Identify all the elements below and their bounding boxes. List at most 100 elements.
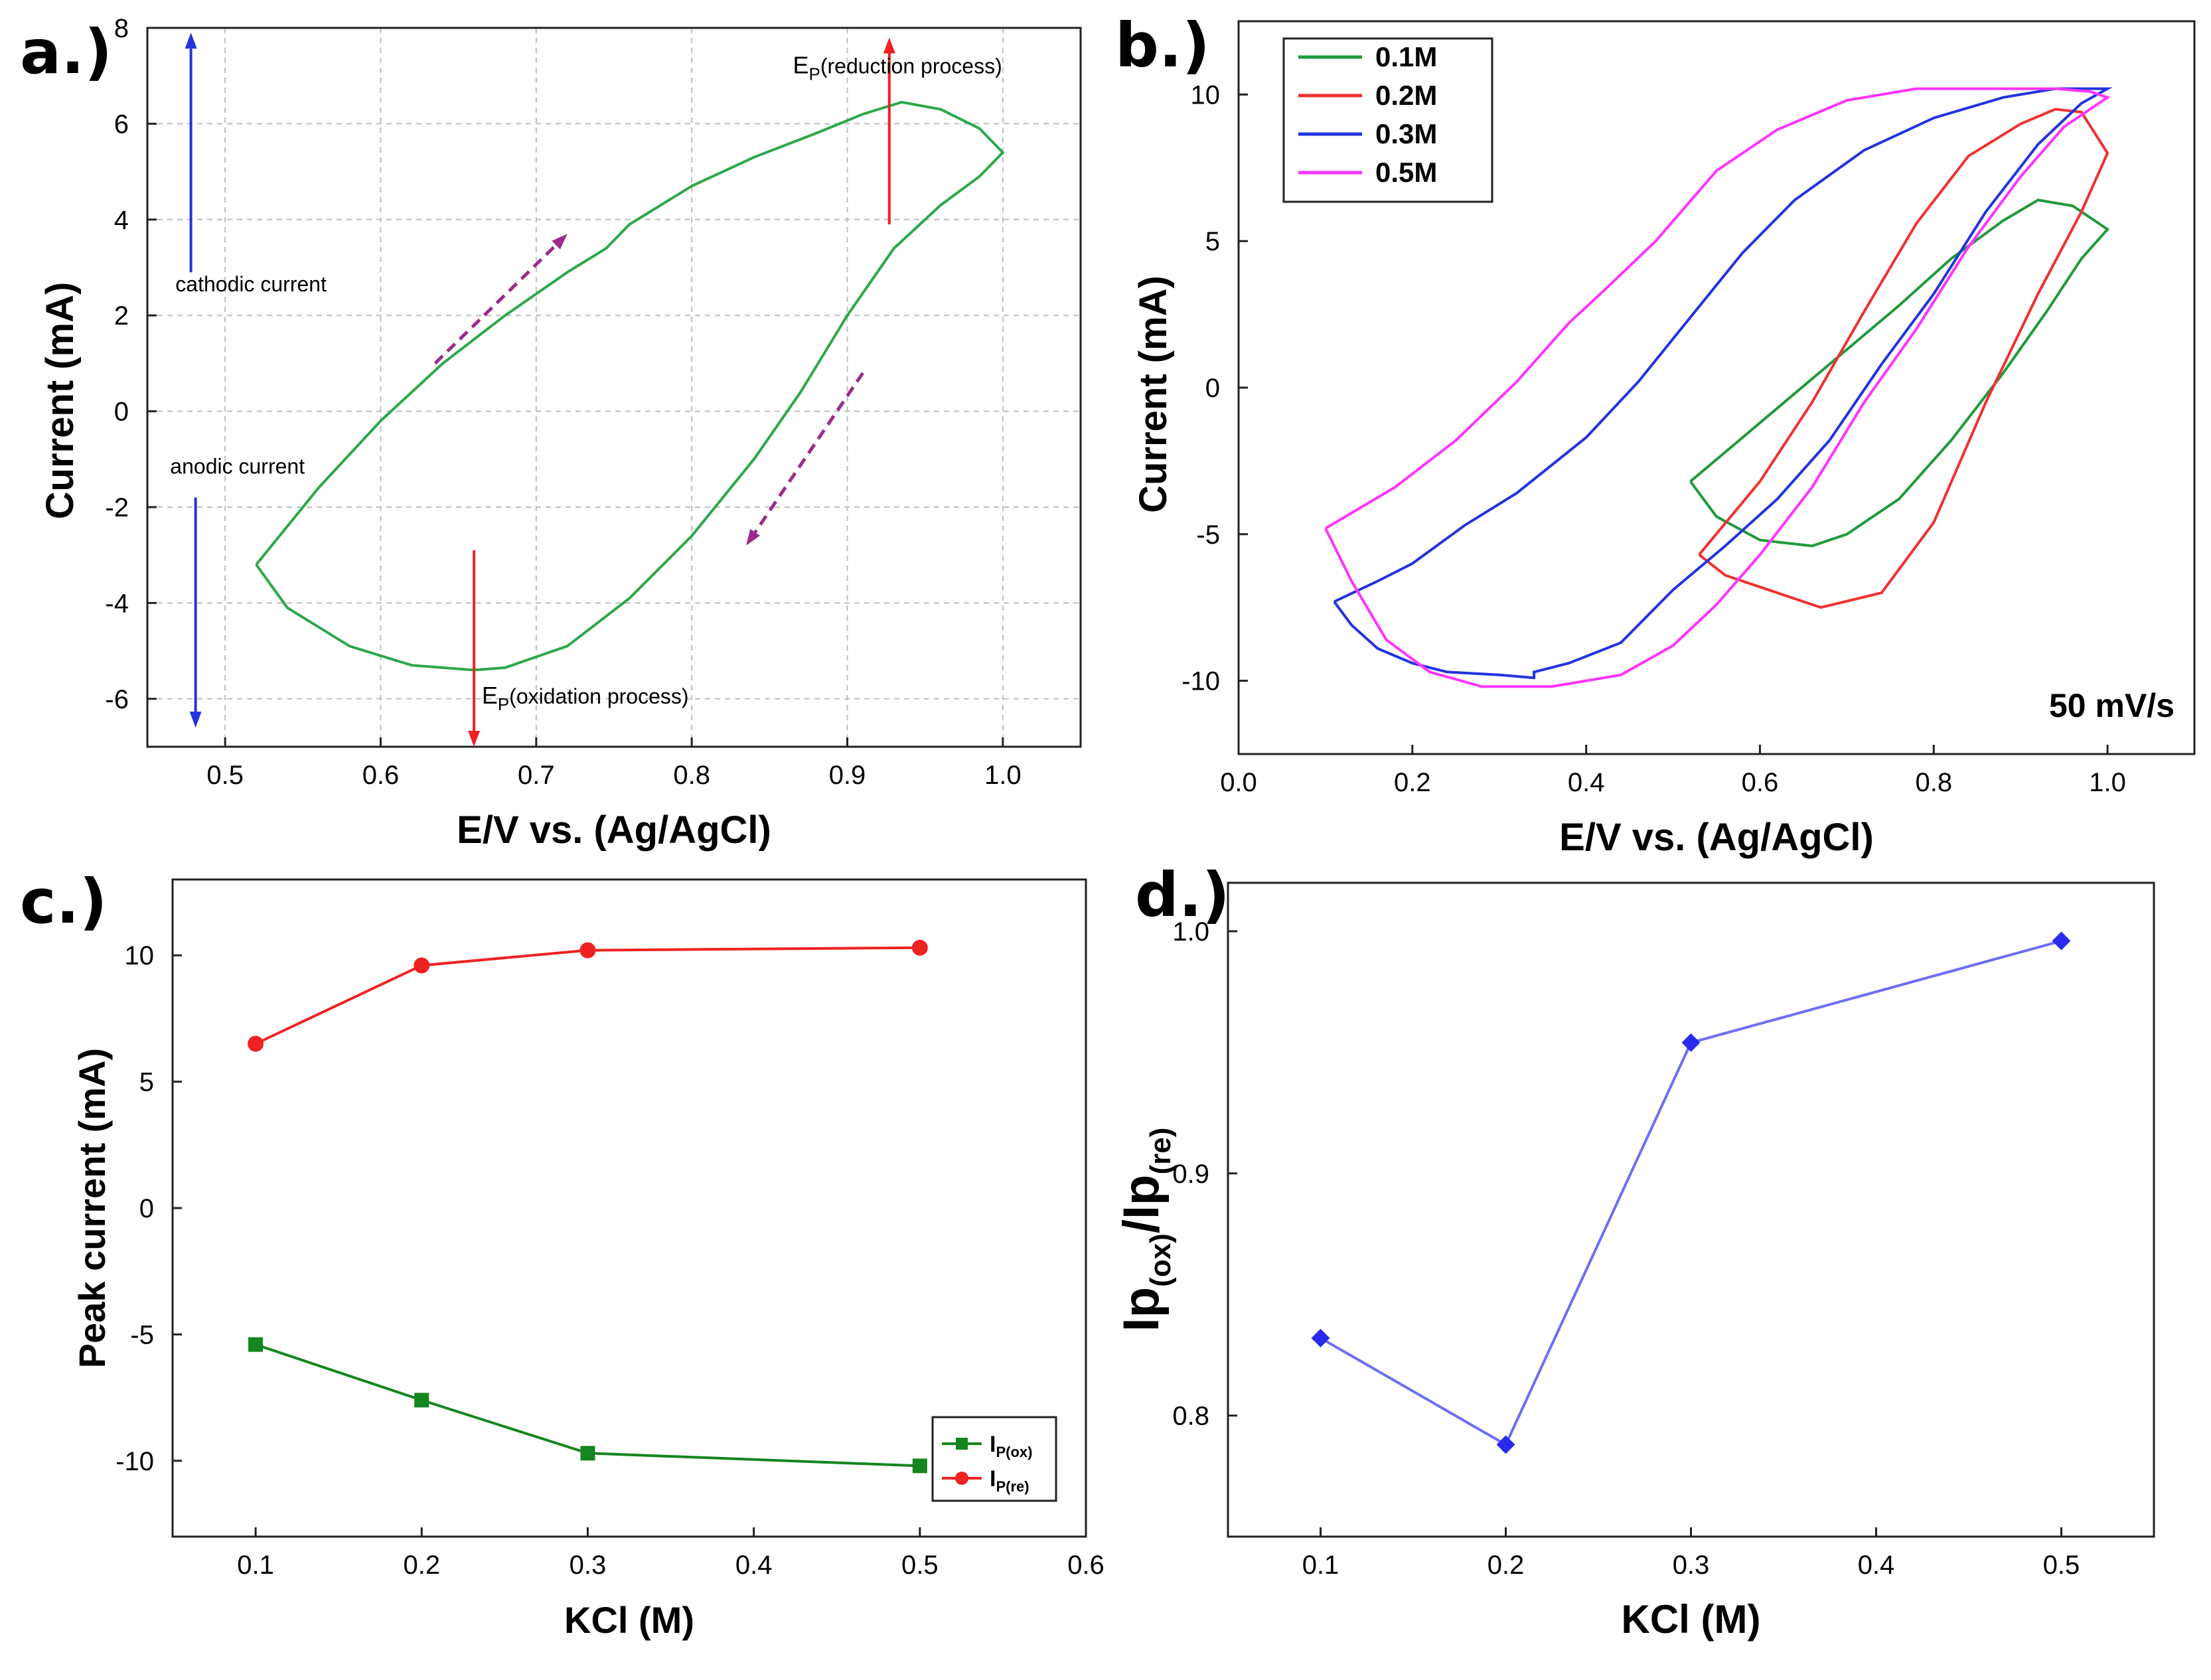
b-y-tick-label: 10 [1191, 80, 1221, 110]
c-x-tick-label: 0.1 [237, 1551, 274, 1580]
a-x-axis-label: E/V vs. (Ag/AgCl) [457, 808, 771, 852]
a-y-tick-label: 4 [114, 206, 129, 235]
a-arrow-0-head [185, 33, 197, 49]
a-plot-frame [146, 27, 1082, 748]
a-anodic-label: anodic current [170, 454, 305, 478]
c-y-tick-label: 0 [139, 1194, 154, 1223]
d-x-tick-label: 0.2 [1487, 1551, 1525, 1580]
b-legend-label: 0.3M [1375, 118, 1437, 149]
d-plot-frame [1227, 881, 2155, 1538]
a-arrow-2-head [883, 37, 895, 54]
a-arrow-4-head [552, 234, 568, 250]
c-y-axis-label: Peak current (mA) [71, 1048, 113, 1368]
d-y-tick-label: 0.9 [1172, 1160, 1209, 1189]
d-series-line [1320, 939, 2062, 1447]
c-legend-label-main: I [990, 1466, 996, 1491]
d-y-tick-label: 1.0 [1172, 917, 1209, 947]
c-marker-square [414, 1393, 429, 1408]
c-marker-square [248, 1337, 264, 1352]
b-series-0.5M-line [1324, 87, 2111, 688]
c-marker-square [580, 1446, 595, 1461]
a-cathodic-label: cathodic current [175, 272, 327, 296]
chart-a-cyclic-voltammogram: 0.5 0.6 0.7 0.8 0.9 1.0 -6 -4 -2 0 2 4 6 8 E/V vs. (Ag… [38, 14, 1082, 852]
c-x-axis-label: KCl (M) [564, 1599, 694, 1641]
b-y-axis-label: Current (mA) [1132, 275, 1175, 513]
a-arrow-5-head [746, 528, 761, 546]
b-scan-rate-label: 50 mV/s [2049, 687, 2174, 724]
b-x-tick-label: 0.8 [1915, 768, 1952, 797]
b-y-tick-label: -10 [1182, 667, 1220, 696]
b-legend-box [1282, 37, 1493, 203]
a-cv-curve [255, 100, 1005, 672]
c-y-tick-label: 5 [139, 1068, 154, 1097]
chart-b-concentration-voltammograms: 0.0 0.2 0.4 0.6 0.8 1.0 -10 -5 0 5 10 E/V vs. (Ag/A… [1132, 20, 2196, 859]
chart-d-peak-ratio: 0.1 0.2 0.3 0.4 0.5 0.8 0.9 1.0 KCl (M) Ip(ox)/Ip… [1113, 881, 2155, 1642]
d-x-axis-label: KCl (M) [1622, 1597, 1761, 1642]
b-y-tick-label: -5 [1196, 520, 1220, 550]
a-x-tick-label: 1.0 [984, 761, 1022, 790]
panel-b-letter: b.) [1115, 10, 1210, 81]
c-x-tick-label: 0.2 [403, 1551, 440, 1580]
b-legend-label: 0.2M [1375, 80, 1437, 111]
panel-d-letter: d.) [1135, 860, 1230, 931]
b-series-0.1M-line [1689, 198, 2110, 548]
c-y-tick-label: -10 [115, 1447, 154, 1476]
a-ep-rest: (oxidation process) [509, 684, 688, 708]
a-y-tick-label: 0 [114, 398, 129, 427]
d-marker-diamond [1681, 1033, 1701, 1052]
panel-c-letter: c.) [20, 866, 108, 937]
c-y-tick-label: 10 [125, 941, 155, 970]
d-y-label-part: /Ip [1113, 1175, 1170, 1234]
a-y-tick-label: -6 [105, 685, 129, 714]
c-marker-circle [579, 942, 596, 958]
c-legend-label-sub: P(ox) [996, 1444, 1032, 1460]
c-series-line [255, 946, 920, 1045]
chart-c-peak-current: 0.1 0.2 0.3 0.4 0.5 0.6 -10 -5 0 5 10 KCl (M) Peak c… [71, 878, 1105, 1641]
a-ep-sub: P [498, 694, 509, 714]
d-x-tick-label: 0.5 [2043, 1551, 2080, 1580]
b-y-tick-label: 0 [1205, 374, 1220, 403]
d-x-tick-label: 0.3 [1673, 1551, 1710, 1580]
a-y-tick-label: 6 [114, 110, 129, 139]
a-y-axis-label: Current (mA) [38, 282, 82, 520]
a-x-tick-label: 0.6 [362, 761, 400, 790]
c-y-tick-label: -5 [130, 1320, 154, 1349]
b-x-tick-label: 1.0 [2089, 768, 2126, 797]
d-y-label-part: (re) [1144, 1128, 1177, 1175]
panel-a-letter: a.) [20, 17, 112, 88]
a-ep-rest: (reduction process) [820, 54, 1002, 78]
d-marker-diamond [1311, 1328, 1330, 1347]
a-arrow-5-shaft [753, 372, 865, 534]
d-x-tick-label: 0.1 [1302, 1551, 1339, 1580]
a-x-tick-label: 0.5 [206, 761, 244, 790]
c-marker-circle [248, 1035, 264, 1052]
a-y-tick-label: 8 [114, 14, 129, 43]
c-legend-marker [955, 1472, 968, 1485]
b-legend-label: 0.1M [1375, 41, 1437, 72]
c-legend-label-sub: P(re) [996, 1478, 1029, 1495]
b-series-0.3M-line [1333, 87, 2113, 680]
a-x-tick-label: 0.7 [518, 761, 555, 790]
c-x-tick-label: 0.6 [1067, 1551, 1105, 1580]
a-ep-annotation-2: EP(reduction process) [793, 52, 1002, 84]
d-x-tick-label: 0.4 [1858, 1551, 1895, 1580]
a-y-tick-label: -4 [105, 589, 129, 618]
a-ep-sub: P [808, 64, 820, 84]
d-marker-diamond [2052, 931, 2071, 951]
b-x-tick-label: 0.4 [1568, 768, 1605, 797]
b-series-0.2M-line [1698, 108, 2109, 609]
a-y-tick-label: 2 [114, 301, 129, 331]
a-x-tick-label: 0.8 [673, 761, 710, 790]
c-series-line [255, 1343, 920, 1468]
c-legend-label: IP(re) [990, 1466, 1029, 1495]
a-arrow-3-head [468, 731, 481, 747]
d-y-label-part: (ox) [1144, 1233, 1177, 1287]
b-x-tick-label: 0.0 [1220, 768, 1257, 797]
a-ep-main: E [482, 682, 498, 709]
d-marker-diamond [1496, 1435, 1515, 1454]
a-ep-annotation-3: EP(oxidation process) [482, 682, 689, 714]
d-y-label-part: Ip [1113, 1287, 1170, 1332]
c-legend-label: IP(ox) [990, 1432, 1032, 1460]
c-x-tick-label: 0.3 [570, 1551, 607, 1580]
